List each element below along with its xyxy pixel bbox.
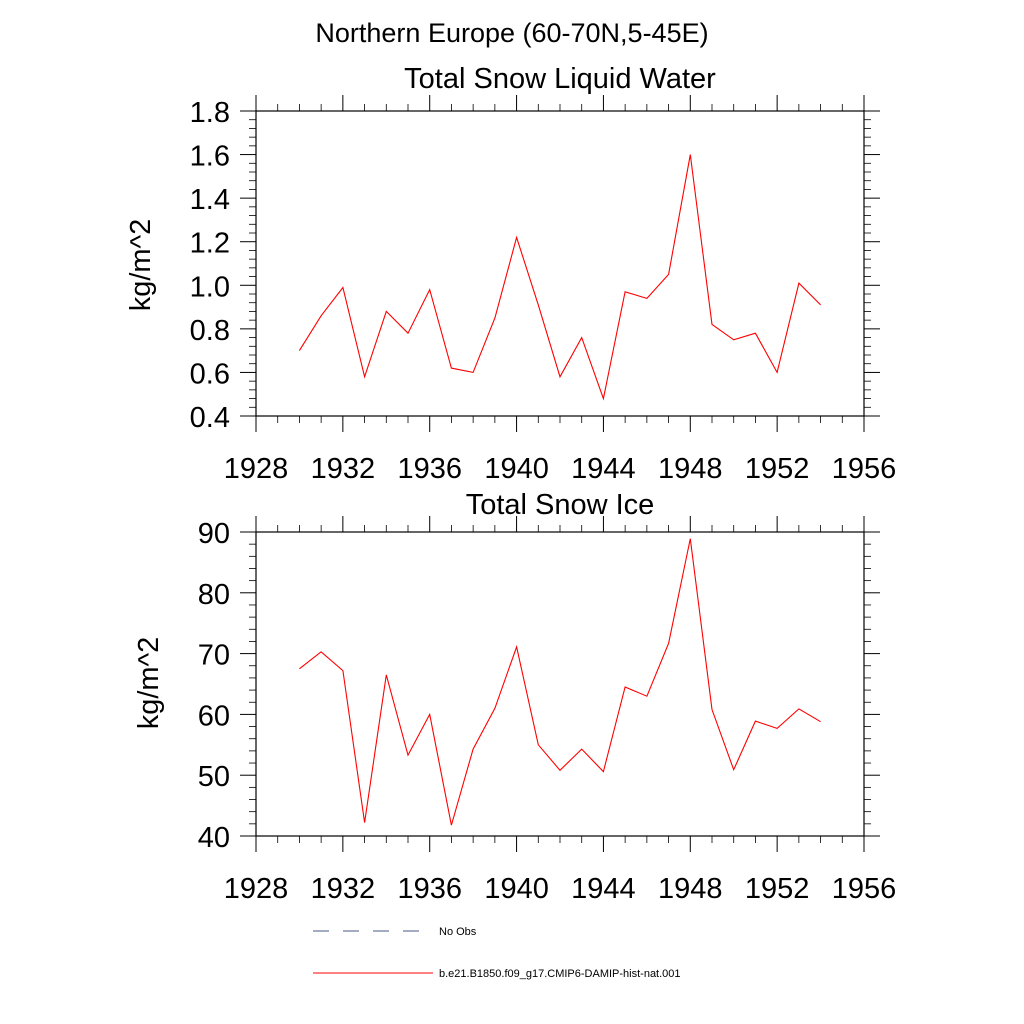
y-axis-label: kg/m^2 bbox=[133, 637, 165, 730]
x-tick-label: 1948 bbox=[658, 873, 723, 905]
y-tick-label: 1.2 bbox=[190, 228, 230, 260]
panel-snow-ice: Total Snow Ice kg/m^2 1928 1932 1936 1940 19… bbox=[133, 489, 896, 905]
legend-label-no-obs: No Obs bbox=[439, 926, 477, 938]
y-axis-label: kg/m^2 bbox=[125, 219, 157, 312]
series-line bbox=[298, 154, 821, 401]
y-tick-label: 60 bbox=[198, 700, 230, 732]
series-line bbox=[299, 538, 821, 826]
y-tick-label: 0.6 bbox=[190, 358, 230, 390]
y-tick-label: 50 bbox=[198, 761, 230, 793]
x-tick-label: 1932 bbox=[311, 873, 376, 905]
x-tick-label: 1956 bbox=[832, 453, 897, 485]
chart-title: Total Snow Ice bbox=[466, 489, 655, 521]
x-tick-label: 1936 bbox=[397, 453, 462, 485]
x-tick-label: 1952 bbox=[745, 453, 810, 485]
chart-title: Total Snow Liquid Water bbox=[404, 63, 716, 95]
y-tick-label: 40 bbox=[198, 822, 230, 854]
y-tick-label: 1.8 bbox=[190, 97, 230, 129]
y-tick-label: 0.8 bbox=[190, 315, 230, 347]
x-tick-label: 1944 bbox=[571, 873, 636, 905]
plot-frame bbox=[255, 110, 865, 417]
x-tick-label: 1944 bbox=[571, 453, 636, 485]
y-tick-label: 70 bbox=[198, 640, 230, 672]
y-tick-label: 1.6 bbox=[190, 141, 230, 173]
x-tick-label: 1956 bbox=[832, 873, 897, 905]
y-tick-label: 80 bbox=[198, 579, 230, 611]
legend-label-hist-nat: b.e21.B1850.f09_g17.CMIP6-DAMIP-hist-nat… bbox=[439, 968, 681, 980]
x-tick-label: 1952 bbox=[745, 873, 810, 905]
y-tick-label: 90 bbox=[198, 518, 230, 550]
legend: No Obs b.e21.B1850.f09_g17.CMIP6-DAMIP-h… bbox=[313, 926, 681, 980]
panel-snow-liquid-water: Total Snow Liquid Water kg/m^2 1928 1932 1… bbox=[125, 63, 896, 485]
y-tick-label: 1.0 bbox=[190, 271, 230, 303]
x-tick-label: 1940 bbox=[484, 873, 549, 905]
main-title: Northern Europe (60-70N,5-45E) bbox=[315, 18, 708, 48]
y-tick-label: 1.4 bbox=[190, 184, 230, 216]
x-tick-label: 1940 bbox=[484, 453, 549, 485]
y-tick-label: 0.4 bbox=[190, 402, 230, 434]
x-tick-label: 1936 bbox=[397, 873, 462, 905]
plot-frame bbox=[255, 531, 865, 837]
x-tick-label: 1928 bbox=[224, 453, 289, 485]
x-tick-label: 1932 bbox=[311, 453, 376, 485]
x-tick-label: 1928 bbox=[224, 873, 289, 905]
x-tick-label: 1948 bbox=[658, 453, 723, 485]
